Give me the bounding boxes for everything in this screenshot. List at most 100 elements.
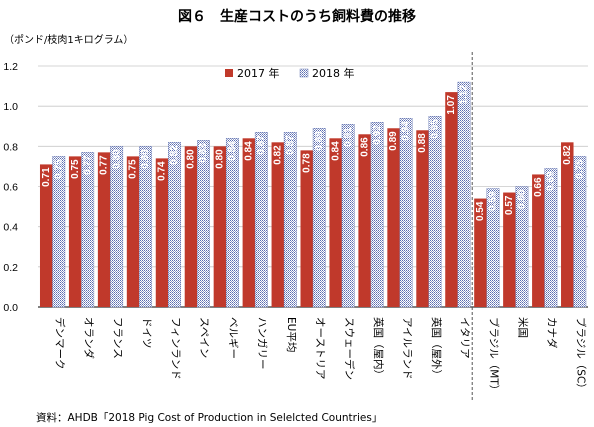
y-axis: 0.0 0.2 0.4 0.6 0.8 1.0 1.2 (3, 61, 18, 314)
y-tick-label: 0.4 (3, 222, 18, 234)
bar-value-label: 0.92 (372, 125, 383, 145)
bar-value-label: 0.77 (99, 155, 110, 175)
bar-value-label: 0.87 (285, 135, 296, 155)
category-label: オーストリア (314, 317, 326, 379)
category-label: カナダ (546, 317, 559, 349)
bar-value-label: 0.87 (256, 135, 267, 155)
bar-value-label: 0.75 (574, 159, 585, 179)
bar-2018 (370, 122, 384, 308)
bar-2017 (474, 198, 487, 307)
bar-value-label: 0.66 (533, 177, 544, 197)
bar-value-label: 0.57 (504, 195, 515, 215)
bar-value-label: 0.84 (227, 141, 238, 161)
bar-2018 (428, 116, 442, 308)
category-label: フランス (111, 317, 123, 359)
bar-2018 (110, 146, 124, 308)
legend: 2017 年 2018 年 (225, 66, 355, 80)
bar-2018 (283, 132, 297, 308)
bar-2017 (213, 146, 227, 307)
legend-label: 2017 年 (237, 66, 280, 80)
bar-value-label: 1.07 (446, 95, 457, 115)
bar-2017 (97, 152, 111, 307)
bar-value-label: 0.80 (140, 149, 151, 169)
category-label: ブラジル（SC） (575, 317, 588, 394)
bar-value-label: 0.88 (417, 133, 428, 153)
bar-2017 (445, 92, 458, 307)
bars: 0.71 0.75 0.75 0.77 0.77 0.800.750.800.740.82… (39, 81, 587, 308)
bar-value-label: 0.75 (70, 159, 81, 179)
bar-value-label: 0.71 (41, 167, 52, 187)
bar-2017 (503, 192, 516, 307)
category-label: ベルギー (227, 317, 239, 359)
category-label: アイルランド (401, 317, 413, 379)
bar-2018 (197, 140, 210, 308)
bar-value-label: 0.84 (243, 141, 254, 161)
y-tick-label: 0.6 (3, 182, 18, 194)
bar-2018 (486, 188, 500, 308)
bar-value-label: 0.82 (272, 145, 283, 165)
bar-2017 (532, 174, 545, 307)
y-tick-label: 0.0 (3, 302, 18, 314)
bar-2017 (184, 146, 198, 307)
bar-2018 (81, 152, 95, 308)
category-label: ドイツ (140, 317, 152, 349)
y-tick-label: 0.8 (3, 141, 18, 153)
bar-2017 (416, 130, 429, 307)
bar-2018 (399, 118, 413, 308)
bar-value-label: 0.94 (401, 121, 412, 141)
bar-value-label: 0.75 (53, 159, 64, 179)
bar-value-label: 0.69 (545, 171, 556, 191)
y-tick-label: 0.2 (3, 262, 18, 274)
bar-2017 (39, 164, 53, 307)
bar-value-label: 0.82 (562, 145, 573, 165)
category-label: ハンガリー (256, 317, 268, 370)
category-label: フィンランド (169, 317, 181, 380)
bar-value-label: 0.89 (388, 131, 399, 151)
bar-value-label: 0.89 (314, 131, 325, 151)
chart-title: 図６ 生産コストのうち飼料費の推移 (178, 8, 416, 25)
legend-swatch-2018 (299, 68, 309, 78)
bar-value-label: 0.74 (157, 161, 168, 181)
bar-2017 (300, 150, 313, 307)
bar-2018 (52, 156, 66, 308)
y-tick-label: 1.0 (3, 101, 18, 113)
bar-2017 (387, 128, 400, 307)
bar-2018 (515, 186, 529, 308)
bar-value-label: 0.82 (169, 145, 180, 165)
bar-value-label: 0.86 (359, 137, 370, 157)
category-label: ブラジル（MT） (488, 317, 501, 395)
legend-label: 2018 年 (312, 66, 355, 80)
bar-2017 (68, 156, 82, 307)
bar-value-label: 0.80 (215, 149, 226, 169)
y-tick-label: 1.2 (3, 61, 18, 73)
category-label: オランダ (82, 317, 95, 359)
category-label: EU平均 (285, 317, 297, 352)
bar-value-label: 0.80 (186, 149, 197, 169)
bar-value-label: 0.91 (343, 127, 354, 147)
bar-value-label: 0.54 (475, 201, 486, 221)
bar-2018 (341, 124, 355, 308)
bar-2017 (329, 138, 342, 307)
bar-2017 (242, 138, 256, 307)
bar-2018 (254, 132, 268, 308)
category-label: 英国（屋外） (430, 317, 443, 380)
bar-2017 (271, 142, 285, 307)
bar-2017 (126, 156, 140, 307)
bar-2018 (312, 128, 326, 308)
category-label: スウェーデン (343, 317, 356, 380)
bar-value-label: 0.60 (517, 189, 528, 209)
legend-swatch-2017 (225, 69, 233, 77)
bar-value-label: 0.59 (488, 191, 499, 211)
bar-2018 (573, 156, 587, 308)
bar-2017 (155, 158, 169, 307)
x-axis: デンマーク オランダ フランス ドイツ フィンランド スペイン ベルギー ハンガリー EU平均 オ… (53, 317, 587, 395)
category-label: 英国（屋内） (372, 317, 385, 380)
bar-value-label: 0.95 (430, 119, 441, 139)
bar-value-label: 0.80 (111, 149, 122, 169)
bar-2018 (457, 81, 471, 308)
bar-value-label: 0.84 (330, 141, 341, 161)
bar-2018 (544, 168, 558, 308)
category-label: 米国 (517, 317, 530, 338)
category-label: イタリア (459, 317, 471, 359)
